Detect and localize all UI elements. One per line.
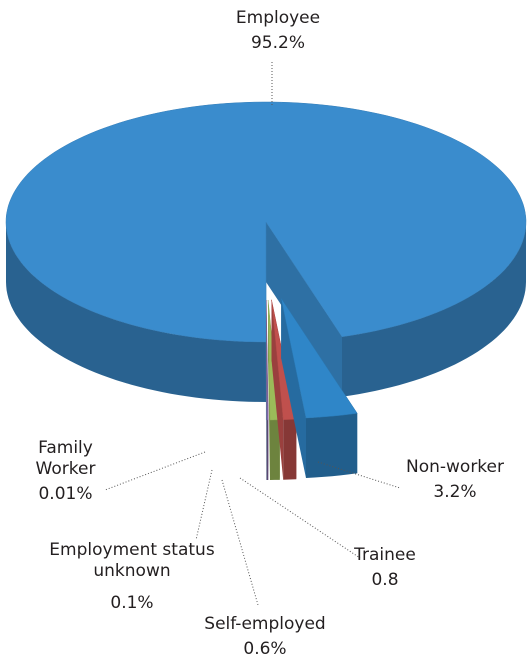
leader-line (221, 479, 259, 606)
slice-side (6, 222, 267, 402)
slice-value-label: 0.1% (110, 593, 154, 613)
slice-cut-face (266, 222, 342, 397)
slice-value-label: 0.8 (371, 570, 399, 590)
leader-line (104, 451, 206, 491)
slice-label: Family Worker (35, 438, 96, 479)
slice (266, 299, 269, 421)
slice-cut-face (281, 298, 306, 478)
slice-value-label: 95.2% (250, 33, 305, 53)
slice-label: Self-employed (204, 614, 326, 634)
slice (5, 101, 527, 343)
slice-cut-face (271, 299, 284, 480)
slice-label: Employment status unknown (49, 540, 215, 581)
slice-side (266, 420, 269, 480)
slice-side (270, 419, 280, 480)
slice-side (306, 413, 358, 478)
slice-side (283, 419, 297, 480)
leader-line (195, 469, 213, 541)
slice-value-label: 0.01% (38, 484, 93, 504)
slice-value-label: 0.6% (243, 639, 287, 659)
leader-lines (104, 62, 401, 606)
slice-label: Employee (235, 8, 321, 28)
slice-value-label: 3.2% (433, 482, 477, 502)
slice-label: Non-worker (405, 457, 504, 477)
slice-side (342, 222, 526, 397)
slice-label: Trainee (354, 545, 416, 565)
slice (280, 298, 358, 419)
leader-line (239, 477, 361, 559)
